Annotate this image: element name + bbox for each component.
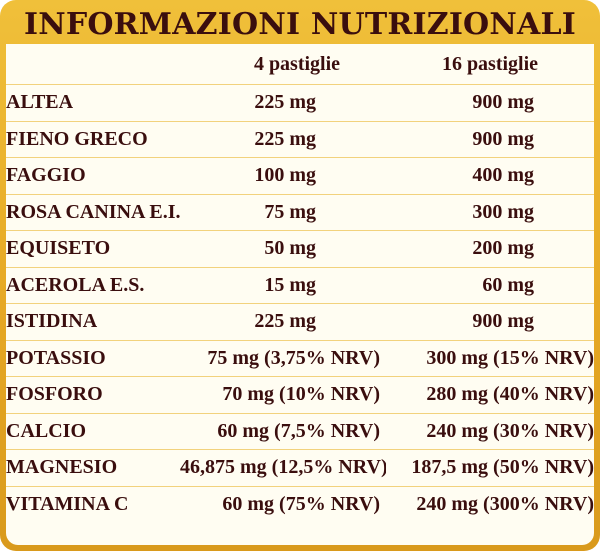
value-4-tablets: 60 mg (75% NRV) — [222, 492, 380, 515]
table-row: ISTIDINA 225 mg 900 mg — [6, 304, 594, 341]
title-bar: INFORMAZIONI NUTRIZIONALI — [6, 6, 594, 44]
table-row: MAGNESIO 46,875 mg (12,5% NRV) 187,5 mg … — [6, 450, 594, 487]
value-16-tablets: 240 mg (30% NRV) — [426, 419, 594, 442]
nutrient-name: FIENO GRECO — [6, 127, 148, 150]
value-16-tablets: 300 mg — [472, 200, 534, 223]
value-4-tablets: 60 mg (7,5% NRV) — [217, 419, 380, 442]
nutrient-name: ISTIDINA — [6, 310, 98, 333]
nutrient-name: ALTEA — [6, 91, 74, 114]
value-16-tablets: 900 mg — [472, 91, 534, 114]
value-4-tablets: 46,875 mg (12,5% NRV) — [180, 456, 386, 479]
table-row: FAGGIO 100 mg 400 mg — [6, 158, 594, 195]
table-row: ACEROLA E.S. 15 mg 60 mg — [6, 268, 594, 304]
value-16-tablets: 280 mg (40% NRV) — [426, 383, 594, 406]
table-row: ROSA CANINA E.I.S. 75 mg 300 mg — [6, 195, 594, 231]
value-16-tablets: 900 mg — [472, 127, 534, 150]
table-row: CALCIO 60 mg (7,5% NRV) 240 mg (30% NRV) — [6, 414, 594, 450]
value-16-tablets: 187,5 mg (50% NRV) — [411, 456, 594, 479]
value-4-tablets: 225 mg — [254, 310, 316, 333]
table-row: EQUISETO 50 mg 200 mg — [6, 231, 594, 268]
nutrient-name: ROSA CANINA E.I.S. — [6, 200, 180, 223]
nutrient-name: CALCIO — [6, 419, 87, 442]
header-4-tablets: 4 pastiglie — [253, 52, 341, 75]
table-row: VITAMINA C 60 mg (75% NRV) 240 mg (300% … — [6, 487, 594, 523]
table-row: ALTEA 225 mg 900 mg — [6, 85, 594, 122]
value-16-tablets: 900 mg — [472, 310, 534, 333]
table-row: FIENO GRECO 225 mg 900 mg — [6, 122, 594, 158]
value-16-tablets: 300 mg (15% NRV) — [426, 346, 594, 369]
value-4-tablets: 15 mg — [264, 273, 316, 296]
value-4-tablets: 75 mg (3,75% NRV) — [207, 346, 380, 369]
value-4-tablets: 50 mg — [264, 237, 316, 260]
value-16-tablets: 200 mg — [472, 237, 534, 260]
table-row: FOSFORO 70 mg (10% NRV) 280 mg (40% NRV) — [6, 377, 594, 414]
value-4-tablets: 100 mg — [254, 164, 316, 187]
header-16-tablets: 16 pastiglie — [441, 52, 539, 75]
value-16-tablets: 400 mg — [472, 164, 534, 187]
nutrient-name: EQUISETO — [6, 237, 111, 260]
value-16-tablets: 240 mg (300% NRV) — [416, 492, 594, 515]
nutrition-table: 4 pastiglie 16 pastiglie ALTEA 225 mg 90… — [6, 44, 594, 545]
value-4-tablets: 225 mg — [254, 127, 316, 150]
value-4-tablets: 75 mg — [264, 200, 316, 223]
value-16-tablets: 60 mg — [482, 273, 534, 296]
nutrient-name: VITAMINA C — [6, 492, 129, 515]
table-row: POTASSIO 75 mg (3,75% NRV) 300 mg (15% N… — [6, 341, 594, 377]
panel-title: INFORMAZIONI NUTRIZIONALI — [23, 7, 577, 42]
nutrient-name: FOSFORO — [6, 383, 103, 406]
value-4-tablets: 70 mg (10% NRV) — [222, 383, 380, 406]
table-header: 4 pastiglie 16 pastiglie — [6, 44, 594, 85]
nutrient-name: FAGGIO — [6, 164, 86, 187]
nutrient-name: POTASSIO — [6, 346, 106, 369]
nutrient-name: MAGNESIO — [6, 456, 118, 479]
value-4-tablets: 225 mg — [254, 91, 316, 114]
nutrient-name: ACEROLA E.S. — [6, 273, 145, 296]
